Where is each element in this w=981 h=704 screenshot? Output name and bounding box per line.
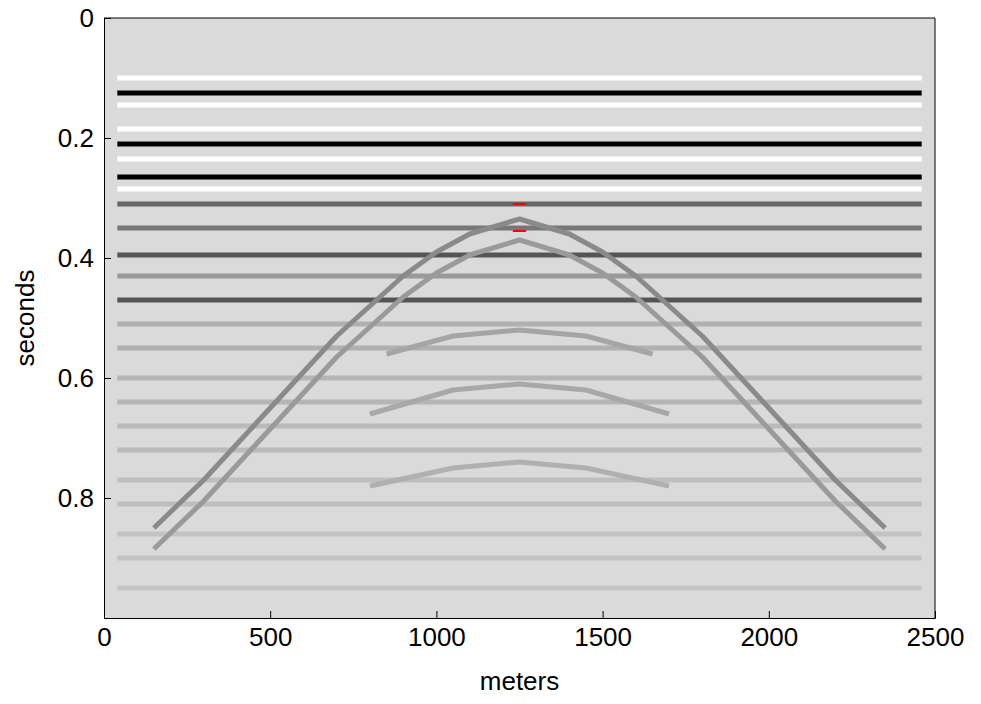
tick-label: 0.2 [58,123,94,153]
tick-mark [104,258,111,259]
tick: 0.6 [58,363,111,393]
tick-label: 0.6 [58,363,94,393]
tick: 0.8 [58,483,111,513]
event-line [117,91,921,96]
tick-label: 0.8 [58,483,94,513]
tick-mark [104,498,111,499]
tick-mark [603,611,604,618]
tick: 1000 [408,611,466,652]
tick-label: 1000 [408,622,466,652]
tick-label: 1500 [574,622,632,652]
tick-label: 0 [80,3,94,33]
event-line [117,274,921,279]
event-line [117,202,921,207]
y-axis-title: seconds [10,270,40,367]
tick-mark [270,611,271,618]
event-line [117,346,921,351]
event-line [513,230,526,232]
event-line [117,502,921,507]
plot: 0 500 1000 1500 2000 2500 0 0.2 0.4 0.6 0.8 [58,3,965,653]
tick: 0.2 [58,123,111,153]
event-line [370,462,669,486]
event-line [117,157,921,162]
tick-label: 500 [249,622,292,652]
event-line [117,175,921,180]
x-axis: 0 500 1000 1500 2000 2500 [97,611,964,652]
event-line [117,532,921,537]
event-line [117,586,921,591]
event-line [513,203,526,205]
tick: 2000 [740,611,798,652]
tick: 0.4 [58,243,111,273]
event-line [117,226,921,231]
tick-label: 2000 [740,622,798,652]
data-layer [117,78,921,588]
event-line [117,376,921,381]
tick: 1500 [574,611,632,652]
axis-line [105,19,112,619]
x-axis-title: meters [480,666,559,696]
y-axis: 0 0.2 0.4 0.6 0.8 [58,3,111,619]
event-line [117,298,921,303]
tick-label: 0.4 [58,243,94,273]
event-line [387,330,653,354]
tick-mark [104,378,111,379]
event-line [117,103,921,108]
tick: 500 [249,611,292,652]
axis-line [105,611,936,619]
tick-label: 2500 [907,622,965,652]
tick-label: 0 [97,622,111,652]
event-line [117,322,921,327]
tick-mark [436,611,437,618]
event-line [117,400,921,405]
event-line [117,424,921,429]
tick-mark [104,138,111,139]
frame [935,18,936,618]
chart: 0 500 1000 1500 2000 2500 0 0.2 0.4 0.6 0.8 meters s… [0,0,981,704]
event-line [117,187,921,192]
plot-background [104,18,935,618]
event-line [154,240,885,549]
event-line [117,253,921,258]
frame [104,18,935,19]
event-line [154,219,885,528]
tick-mark [769,611,770,618]
event-line [117,127,921,132]
event-line [117,478,921,483]
event-line [117,448,921,453]
event-line [370,384,669,414]
event-line [117,556,921,561]
event-line [117,76,921,81]
event-line [117,142,921,147]
